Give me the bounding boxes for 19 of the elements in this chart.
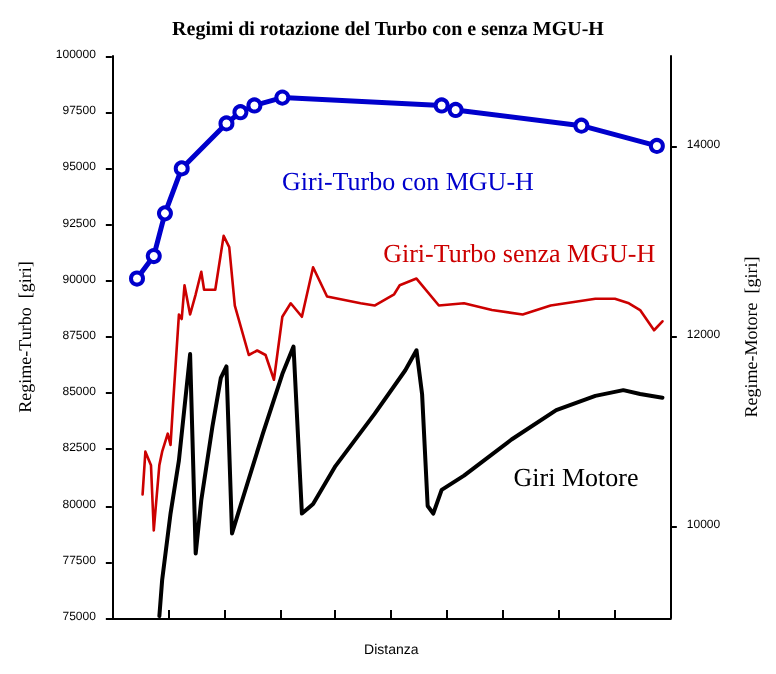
point [218,115,235,132]
point [145,248,162,265]
y-axis-title: Regime-Turbo [giri] [15,261,35,413]
point [648,137,665,154]
series-label: Giri-Turbo con MGU-H [282,166,534,196]
point [274,89,291,106]
point [433,97,450,114]
point [129,270,145,287]
line-series [141,234,664,532]
chart-title: Regimi di rotazione del Turbo con e senza MGU-H [172,19,605,41]
series-label: Giri Motore [513,462,639,492]
point [246,97,263,114]
series-label: Giri-Turbo senza MGU-H [383,238,656,268]
point [573,117,590,134]
point [173,160,190,177]
point [156,205,173,222]
y2-axis-title: Regime-Motore [giri] [741,256,761,418]
point [447,101,464,118]
point [232,104,249,121]
